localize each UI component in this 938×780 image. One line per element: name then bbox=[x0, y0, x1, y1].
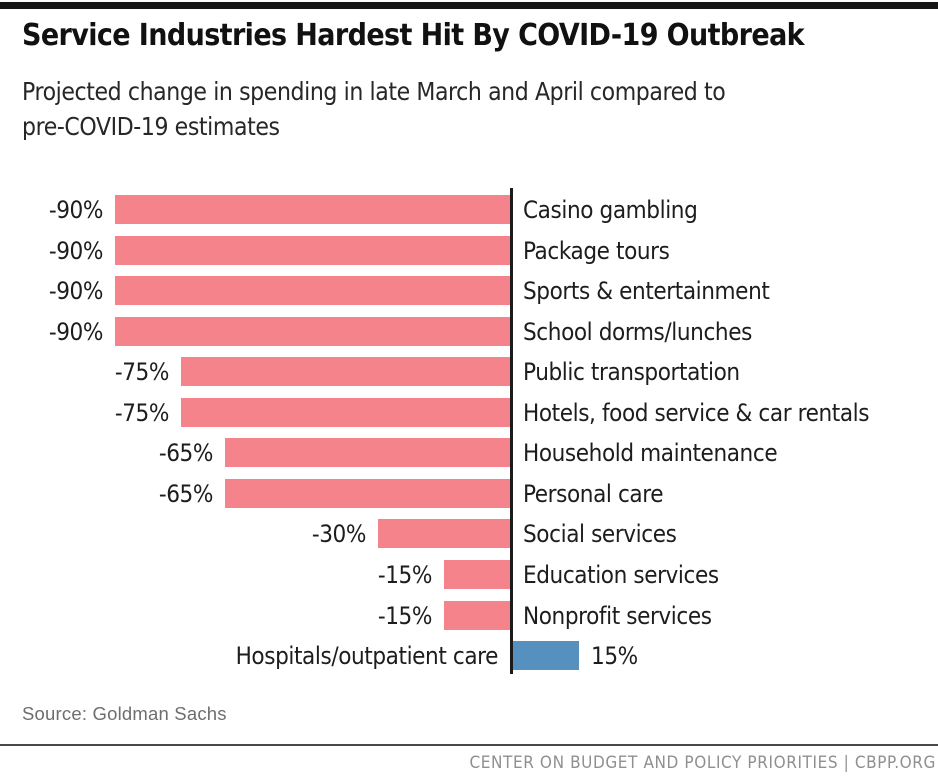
bar-row: -30% Social services bbox=[0, 519, 938, 549]
negative-bar bbox=[115, 235, 510, 265]
category-label: Sports & entertainment bbox=[523, 277, 770, 306]
negative-bar bbox=[115, 316, 510, 346]
value-label: -90% bbox=[48, 317, 104, 346]
category-label: Package tours bbox=[523, 236, 670, 265]
page-subtitle: Projected change in spending in late Mar… bbox=[22, 74, 726, 144]
bar-row: -65% Household maintenance bbox=[0, 438, 938, 468]
value-label: -15% bbox=[377, 601, 433, 630]
value-label: -90% bbox=[48, 236, 104, 265]
category-label: Social services bbox=[523, 520, 677, 549]
bar-row: -15% Education services bbox=[0, 559, 938, 589]
bar-row: -90% Package tours bbox=[0, 235, 938, 265]
bar-row: -90% School dorms/lunches bbox=[0, 316, 938, 346]
bar-row: -65% Personal care bbox=[0, 478, 938, 508]
category-label: Education services bbox=[523, 560, 719, 589]
negative-bar bbox=[115, 195, 510, 224]
footer-org-label: CENTER ON BUDGET AND POLICY PRIORITIES |… bbox=[469, 753, 936, 773]
value-label: -90% bbox=[48, 277, 104, 306]
top-accent-bar bbox=[0, 2, 938, 9]
category-label: Household maintenance bbox=[523, 439, 778, 468]
bar-row: 15% Hospitals/outpatient care bbox=[0, 641, 938, 671]
value-label: -15% bbox=[377, 560, 433, 589]
page-subtitle-line2: pre-COVID-19 estimates bbox=[22, 112, 280, 141]
bar-row: -75% Public transportation bbox=[0, 357, 938, 387]
page-title: Service Industries Hardest Hit By COVID-… bbox=[22, 18, 805, 53]
category-label: Nonprofit services bbox=[523, 601, 712, 630]
value-label: -75% bbox=[114, 398, 170, 427]
value-label: -65% bbox=[158, 479, 214, 508]
footer-divider bbox=[0, 744, 938, 746]
category-label: Public transportation bbox=[523, 358, 740, 387]
value-label: -90% bbox=[48, 196, 104, 224]
negative-bar bbox=[444, 559, 510, 589]
negative-bar bbox=[444, 600, 510, 630]
value-label: 15% bbox=[591, 642, 638, 671]
negative-bar bbox=[115, 276, 510, 306]
category-label: Casino gambling bbox=[523, 196, 698, 224]
negative-bar bbox=[225, 438, 510, 468]
value-label: -30% bbox=[311, 520, 367, 549]
axis-baseline bbox=[510, 188, 513, 674]
bar-row: -75% Hotels, food service & car rentals bbox=[0, 397, 938, 427]
page-subtitle-line1: Projected change in spending in late Mar… bbox=[22, 77, 726, 106]
negative-bar bbox=[378, 519, 510, 549]
category-label: School dorms/lunches bbox=[523, 317, 752, 346]
bar-row: -90% Sports & entertainment bbox=[0, 276, 938, 306]
negative-bar bbox=[181, 357, 510, 387]
category-label: Hotels, food service & car rentals bbox=[523, 398, 870, 427]
category-label: Hospitals/outpatient care bbox=[235, 642, 499, 671]
positive-bar bbox=[513, 641, 579, 671]
bar-row: -90% Casino gambling bbox=[0, 195, 938, 224]
value-label: -75% bbox=[114, 358, 170, 387]
bar-row: -15% Nonprofit services bbox=[0, 600, 938, 630]
category-label: Personal care bbox=[523, 479, 664, 508]
negative-bar bbox=[225, 478, 510, 508]
source-note: Source: Goldman Sachs bbox=[22, 703, 227, 724]
negative-bar bbox=[181, 397, 510, 427]
value-label: -65% bbox=[158, 439, 214, 468]
